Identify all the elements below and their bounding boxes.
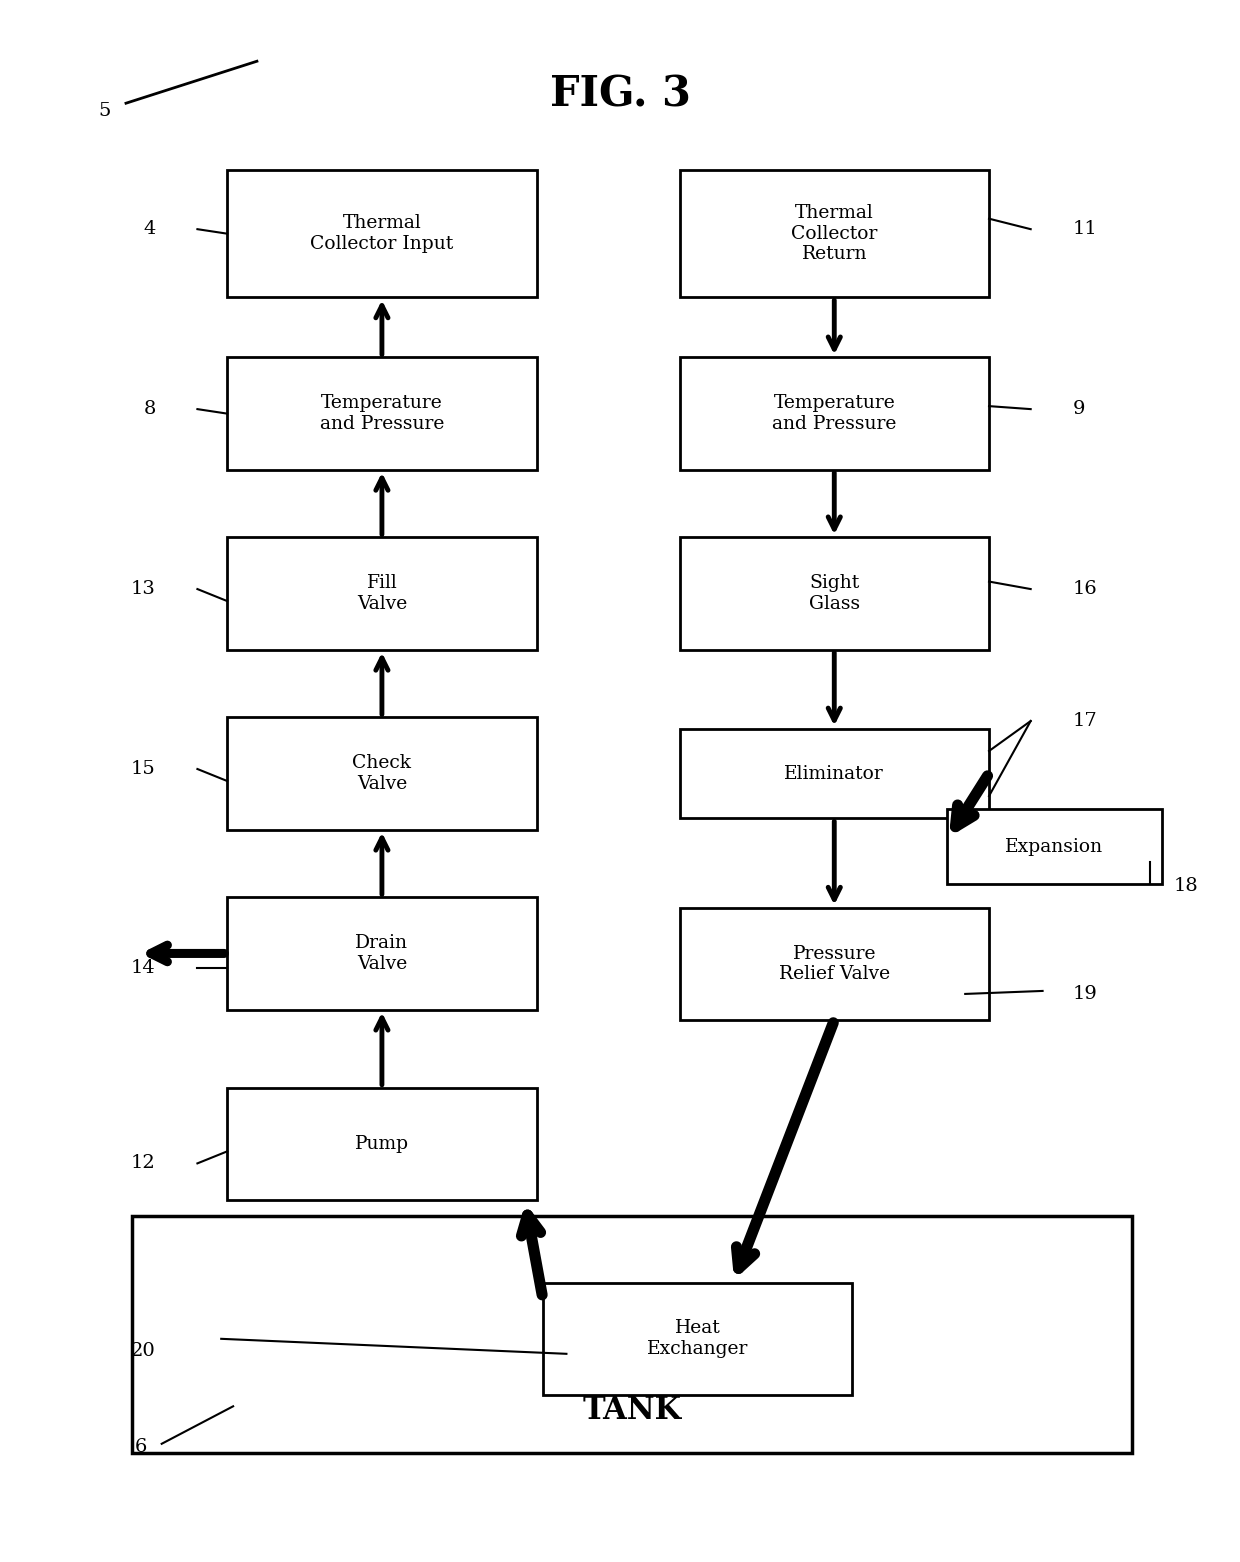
Text: TANK: TANK <box>583 1395 682 1426</box>
Text: 6: 6 <box>135 1437 148 1456</box>
Text: Pressure
Relief Valve: Pressure Relief Valve <box>779 945 890 984</box>
Text: 8: 8 <box>144 400 156 419</box>
Text: Drain
Valve: Drain Valve <box>356 934 408 973</box>
Text: Pump: Pump <box>355 1136 409 1153</box>
Bar <box>227 897 537 1009</box>
Text: Temperature
and Pressure: Temperature and Pressure <box>773 394 897 433</box>
Text: 20: 20 <box>131 1342 156 1361</box>
Bar <box>543 1282 852 1395</box>
Text: 15: 15 <box>131 761 156 778</box>
Bar <box>227 537 537 650</box>
Text: 17: 17 <box>1073 712 1097 729</box>
Bar <box>680 358 990 470</box>
Text: FIG. 3: FIG. 3 <box>549 73 691 116</box>
Bar <box>947 809 1162 884</box>
Text: Thermal
Collector
Return: Thermal Collector Return <box>791 205 878 264</box>
Bar <box>680 537 990 650</box>
Text: 12: 12 <box>131 1154 156 1173</box>
Text: Sight
Glass: Sight Glass <box>808 575 859 612</box>
Text: 16: 16 <box>1073 580 1097 598</box>
Bar <box>227 358 537 470</box>
Text: 4: 4 <box>144 220 156 237</box>
Text: Check
Valve: Check Valve <box>352 754 412 793</box>
Bar <box>680 908 990 1020</box>
Bar <box>227 1087 537 1200</box>
Text: 19: 19 <box>1073 986 1097 1003</box>
Bar <box>227 717 537 829</box>
Bar <box>131 1215 1132 1453</box>
Text: Expansion: Expansion <box>1006 837 1104 856</box>
Text: Temperature
and Pressure: Temperature and Pressure <box>320 394 444 433</box>
Text: 13: 13 <box>131 580 156 598</box>
Text: Eliminator: Eliminator <box>785 764 884 783</box>
Text: 11: 11 <box>1073 220 1097 237</box>
Text: 9: 9 <box>1073 400 1085 419</box>
Text: Heat
Exchanger: Heat Exchanger <box>647 1320 748 1359</box>
Text: 18: 18 <box>1173 876 1198 895</box>
Text: Fill
Valve: Fill Valve <box>357 575 407 612</box>
Text: 14: 14 <box>131 959 156 978</box>
Text: 5: 5 <box>98 102 110 120</box>
Text: Thermal
Collector Input: Thermal Collector Input <box>310 214 454 253</box>
Bar <box>227 170 537 297</box>
Bar <box>680 728 990 818</box>
Bar <box>680 170 990 297</box>
